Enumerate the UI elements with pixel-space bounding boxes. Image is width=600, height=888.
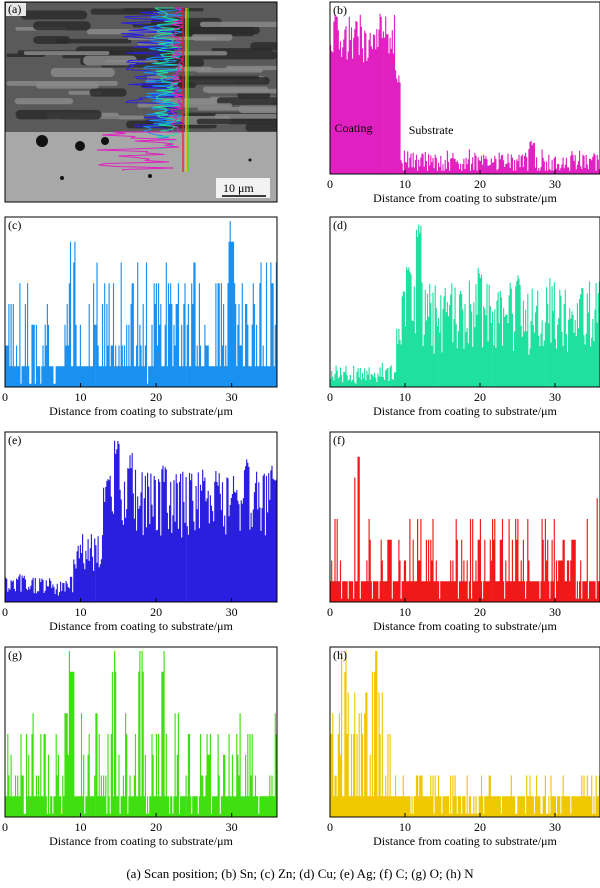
sem-panel-label: (a) — [8, 2, 21, 16]
chart-e-tick-label: 10 — [75, 605, 87, 619]
chart-h-bars — [330, 651, 600, 817]
sem-linescan-profiles — [96, 7, 189, 172]
chart-g-frame — [4, 646, 278, 818]
chart-b-tick-label: 10 — [399, 177, 411, 191]
chart-f-tick-label: 10 — [399, 605, 411, 619]
chart-d-tick-label: 20 — [474, 390, 486, 404]
chart-e-tick-label: 30 — [226, 605, 238, 619]
chart-f-xlabel: Distance from coating to substrate/μm — [373, 619, 557, 633]
sem-scalebar-box — [216, 178, 270, 198]
chart-e-frame — [4, 431, 278, 603]
chart-h-xlabel: Distance from coating to substrate/μm — [373, 834, 557, 848]
chart-g-tick-label: 30 — [226, 820, 238, 834]
chart-b-tick-label: 0 — [327, 177, 333, 191]
sem-label-box — [6, 3, 26, 16]
chart-f-panel-label: (f) — [333, 433, 345, 447]
chart-h-tick-label: 30 — [549, 820, 561, 834]
chart-c-tick-label: 10 — [75, 390, 87, 404]
chart-f-tick-label: 30 — [549, 605, 561, 619]
chart-g-tick-label: 10 — [75, 820, 87, 834]
chart-g-xlabel: Distance from coating to substrate/μm — [49, 834, 233, 848]
chart-d-tick-label: 0 — [327, 390, 333, 404]
chart-e-tick-label: 0 — [2, 605, 8, 619]
chart-g-panel-label: (g) — [8, 648, 22, 662]
chart-b-xlabel: Distance from coating to substrate/μm — [373, 191, 557, 205]
chart-g-tick-label: 0 — [2, 820, 8, 834]
chart-g-bars — [5, 651, 277, 817]
chart-d-bars — [330, 224, 600, 387]
chart-c-tick-label: 0 — [2, 390, 8, 404]
chart-c-frame — [4, 216, 278, 388]
chart-f-tick-label: 20 — [474, 605, 486, 619]
sem-scale-label: 10 μm — [223, 181, 254, 195]
chart-h-tick-label: 0 — [327, 820, 333, 834]
chart-h-panel-label: (h) — [333, 648, 347, 662]
chart-e-xlabel: Distance from coating to substrate/μm — [49, 619, 233, 633]
chart-c-xlabel: Distance from coating to substrate/μm — [49, 404, 233, 418]
chart-c-bars — [5, 221, 277, 387]
chart-c-panel-label: (c) — [8, 218, 21, 232]
chart-d-tick-label: 30 — [549, 390, 561, 404]
chart-d-tick-label: 10 — [399, 390, 411, 404]
sem-pores — [36, 135, 252, 180]
sem-panel: (a) 10 μm — [4, 1, 278, 203]
chart-b-bars — [330, 13, 600, 174]
chart-e-bars — [5, 440, 277, 602]
chart-h-tick-label: 20 — [474, 820, 486, 834]
chart-f-bars — [330, 456, 600, 602]
chart-b-annotation-coating: Coating — [335, 121, 373, 135]
chart-b-tick-label: 20 — [474, 177, 486, 191]
chart-g-tick-label: 20 — [150, 820, 162, 834]
chart-b-annotation-substrate: Substrate — [409, 123, 454, 137]
chart-b-tick-label: 30 — [549, 177, 561, 191]
chart-e-panel-label: (e) — [8, 433, 21, 447]
chart-b-panel-label: (b) — [333, 3, 347, 17]
chart-h-tick-label: 10 — [399, 820, 411, 834]
chart-f-frame — [329, 431, 600, 603]
chart-d-frame — [329, 216, 600, 388]
chart-d-panel-label: (d) — [333, 218, 347, 232]
figure-caption: (a) Scan position; (b) Sn; (c) Zn; (d) C… — [126, 866, 474, 881]
chart-h-frame — [329, 646, 600, 818]
chart-c-tick-label: 20 — [150, 390, 162, 404]
chart-b-frame — [329, 1, 600, 175]
chart-d-xlabel: Distance from coating to substrate/μm — [373, 404, 557, 418]
chart-c-tick-label: 30 — [226, 390, 238, 404]
chart-f-tick-label: 0 — [327, 605, 333, 619]
chart-e-tick-label: 20 — [150, 605, 162, 619]
